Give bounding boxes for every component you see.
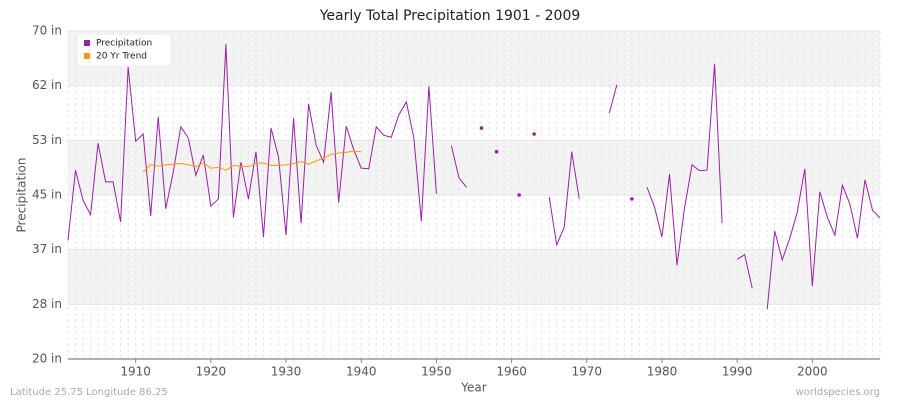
x-tick-label: 2000 <box>797 365 828 379</box>
x-tick-label: 1950 <box>421 365 452 379</box>
y-tick-label: 62 in <box>32 78 62 92</box>
series-line <box>548 151 580 247</box>
data-point <box>494 149 499 154</box>
series-line <box>142 150 362 173</box>
grid-band <box>68 31 880 86</box>
y-tick-label: 37 in <box>32 242 62 256</box>
y-tick-label: 28 in <box>32 297 62 311</box>
legend-swatch <box>84 53 90 59</box>
y-tick-label: 53 in <box>32 133 62 147</box>
x-tick-label: 1970 <box>572 365 603 379</box>
series-line <box>608 84 618 114</box>
data-point <box>630 197 634 201</box>
footer-left: Latitude 25.75 Longitude 86.25 <box>10 387 168 398</box>
footer-right: worldspecies.org <box>796 387 880 398</box>
x-tick-label: 1960 <box>496 365 527 379</box>
x-tick-label: 1980 <box>647 365 678 379</box>
chart-title: Yearly Total Precipitation 1901 - 2009 <box>319 8 581 24</box>
series-line <box>736 253 753 289</box>
grid-band <box>68 140 880 195</box>
data-point <box>517 193 521 197</box>
series-line <box>766 168 881 310</box>
data-point <box>532 132 536 136</box>
x-tick-label: 1990 <box>722 365 753 379</box>
y-tick-label: 45 in <box>32 188 62 202</box>
legend-label: 20 Yr Trend <box>96 52 147 62</box>
y-axis-label: Precipitation <box>15 157 29 232</box>
y-tick-label: 70 in <box>32 24 62 38</box>
x-tick-label: 1910 <box>120 365 151 379</box>
series-line <box>67 44 437 241</box>
x-tick-label: 1930 <box>271 365 302 379</box>
legend-label: Precipitation <box>96 39 152 49</box>
y-tick-label: 20 in <box>32 352 62 366</box>
legend-swatch <box>84 40 90 46</box>
x-tick-label: 1920 <box>196 365 227 379</box>
series-line <box>646 63 723 266</box>
x-tick-label: 1940 <box>346 365 377 379</box>
series-line <box>450 145 467 188</box>
legend-box <box>78 35 170 65</box>
x-axis-label: Year <box>460 381 486 395</box>
data-point <box>479 126 484 130</box>
